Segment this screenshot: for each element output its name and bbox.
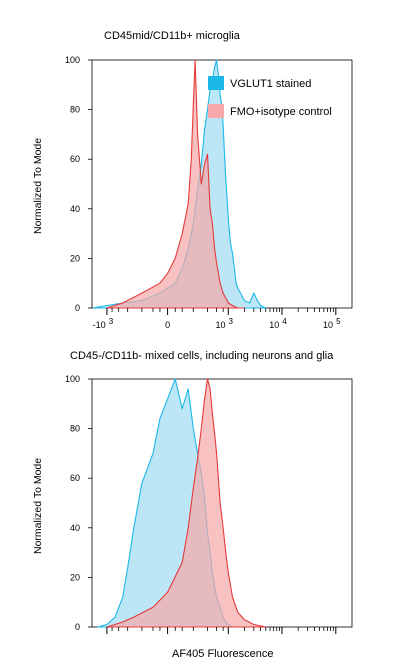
chart-1: 0 20 40 60 80 100 -10 3 0 10 3 10 4 10 5 VGLUT1 stained…: [65, 55, 353, 330]
chart-2-x-axis-label: AF405 Fluorescence: [172, 648, 274, 660]
legend: VGLUT1 stained FMO+isotype control: [208, 76, 332, 118]
x-tick-label: 10 5: [323, 317, 341, 330]
y-tick-label: 40: [70, 204, 80, 214]
chart-2: 0 20 40 60 80 100: [65, 374, 353, 634]
y-tick-label: 0: [75, 303, 80, 313]
legend-swatch-2: [208, 104, 224, 118]
y-tick-label: 100: [65, 55, 80, 65]
x-tick-label: 10 4: [269, 317, 287, 330]
x-tick-label: 10 3: [216, 317, 234, 330]
legend-label-1: VGLUT1 stained: [230, 78, 311, 90]
series-2-area: [106, 378, 267, 628]
chart-1-title: CD45mid/CD11b+ microglia: [104, 30, 240, 42]
x-tick-label: 0: [165, 320, 170, 330]
y-tick-label: 40: [70, 523, 80, 533]
x-tick-label: -10 3: [93, 317, 114, 330]
chart-2-title: CD45-/CD11b- mixed cells, including neur…: [70, 350, 334, 362]
y-tick-label: 20: [70, 253, 80, 263]
y-tick-label: 60: [70, 473, 80, 483]
series-2-area: [106, 59, 245, 309]
y-tick-label: 100: [65, 374, 80, 384]
y-tick-label: 0: [75, 622, 80, 632]
y-tick-label: 80: [70, 424, 80, 434]
y-tick-label: 80: [70, 105, 80, 115]
y-tick-label: 60: [70, 154, 80, 164]
legend-label-2: FMO+isotype control: [230, 106, 332, 118]
y-tick-label: 20: [70, 572, 80, 582]
legend-swatch-1: [208, 76, 224, 90]
